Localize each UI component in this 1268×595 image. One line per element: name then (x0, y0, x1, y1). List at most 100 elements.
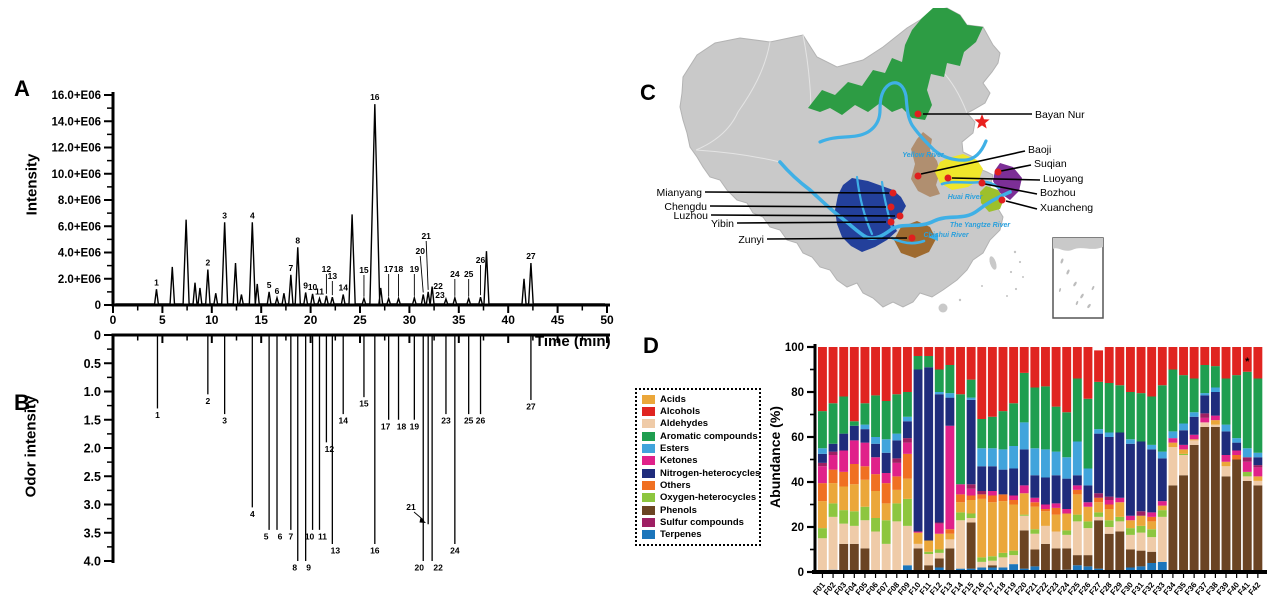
bar-segment (1157, 501, 1167, 506)
tick-label: 1.0 (84, 385, 101, 399)
bar-segment (1168, 442, 1178, 448)
stem-label-13: 13 (331, 546, 341, 556)
bar-segment (1094, 429, 1104, 434)
chishui-river (890, 236, 926, 245)
legend-swatch-icon (642, 518, 655, 528)
bar-segment (1232, 375, 1242, 439)
tick-label: 0 (110, 313, 117, 327)
bar-segment (1136, 347, 1146, 394)
bar-segment (860, 403, 870, 425)
bar-segment (871, 437, 880, 444)
legend-item: Others (642, 480, 757, 491)
bar-segment (1189, 439, 1199, 441)
bar-segment (1030, 549, 1040, 567)
bar-segment (828, 516, 838, 570)
bar-segment (1094, 512, 1104, 517)
stem-label-15: 15 (359, 399, 369, 409)
bar-segment (1009, 504, 1019, 551)
legend-swatch-icon (642, 505, 655, 515)
bar-segment (1179, 455, 1188, 476)
bar-segment (977, 494, 987, 499)
bar-segment (849, 484, 859, 512)
stem-label-24: 24 (450, 546, 460, 556)
panel-a-label: A (14, 76, 30, 101)
bar-segment (1221, 461, 1231, 467)
bar-segment (1062, 530, 1072, 535)
bar-segment (934, 549, 944, 553)
bar-segment (871, 395, 880, 437)
leader-line-bozhou (984, 183, 1038, 195)
bar-segment (966, 522, 976, 569)
panel-b-label: B (14, 390, 30, 415)
city-label-xuancheng: Xuancheng (1040, 202, 1093, 214)
stem-label-27: 27 (526, 401, 536, 411)
bar-segment (818, 462, 827, 467)
bar-segment (934, 347, 944, 370)
city-label-chengdu: Chengdu (664, 201, 707, 213)
bar-segment (818, 448, 827, 454)
bar-segment (1221, 347, 1231, 379)
bar-segment (1062, 347, 1072, 413)
bar-segment (1104, 383, 1114, 433)
stem-label-10: 10 (305, 531, 315, 541)
bar-F19 (1009, 347, 1019, 572)
bar-segment (1030, 497, 1040, 503)
bar-segment (1041, 525, 1050, 544)
bar-segment (934, 369, 944, 392)
stem-label-1: 1 (155, 410, 160, 420)
bar-F33 (1157, 347, 1167, 572)
bar-segment (1179, 453, 1188, 455)
city-dot-luoyang (944, 174, 952, 182)
tick-label: 10 (205, 313, 219, 327)
bar-segment (1168, 369, 1178, 432)
tick-label: 12.0+E06 (51, 143, 101, 155)
bar-segment (966, 399, 976, 485)
bar-segment (987, 466, 997, 491)
bar-segment (1072, 441, 1082, 476)
bar-segment (1189, 347, 1199, 379)
stem-label-21: 21 (406, 502, 416, 512)
bar-segment (934, 394, 944, 523)
bar-segment (1125, 549, 1135, 568)
bar-segment (1019, 530, 1029, 569)
bar-segment (828, 347, 838, 404)
bar-segment (902, 438, 912, 443)
stem-label-9: 9 (306, 563, 311, 573)
bar-segment (1094, 433, 1104, 494)
bar-segment (860, 479, 870, 507)
city-label-suqian: Suqian (1034, 158, 1067, 170)
city-dot-zunyi (908, 234, 916, 242)
bar-segment (1083, 555, 1093, 567)
bar-segment (1051, 451, 1061, 476)
leader-line-luzhou (710, 214, 896, 217)
bar-segment (849, 464, 859, 485)
bar-segment (881, 401, 891, 440)
bar-segment (902, 416, 912, 422)
peak-label-10: 10 (308, 282, 318, 292)
bar-segment (1147, 521, 1157, 530)
bar-segment (892, 462, 902, 477)
bar-segment (1168, 485, 1178, 572)
bar-segment (998, 557, 1008, 568)
bar-segment (998, 494, 1008, 502)
bar-segment (1115, 531, 1125, 572)
stem-label-5: 5 (264, 531, 269, 541)
bar-segment (966, 488, 976, 496)
bar-F01 (818, 347, 827, 572)
tick-label: 3.5 (84, 526, 101, 540)
bar-segment (818, 501, 827, 529)
bar-segment (860, 520, 870, 549)
bar-segment (1104, 437, 1114, 497)
bar-segment (934, 533, 944, 550)
bar-segment (1210, 347, 1220, 367)
bar-F30 (1125, 347, 1135, 572)
bar-segment (1072, 485, 1082, 490)
bar-segment (828, 483, 838, 504)
bar-segment (1019, 372, 1029, 423)
bar-segment (987, 567, 997, 572)
bar-F31 (1136, 347, 1146, 572)
yellow-river (818, 81, 988, 162)
bar-segment (1009, 500, 1019, 505)
bar-segment (902, 498, 912, 526)
tick-label: 15 (255, 313, 269, 327)
